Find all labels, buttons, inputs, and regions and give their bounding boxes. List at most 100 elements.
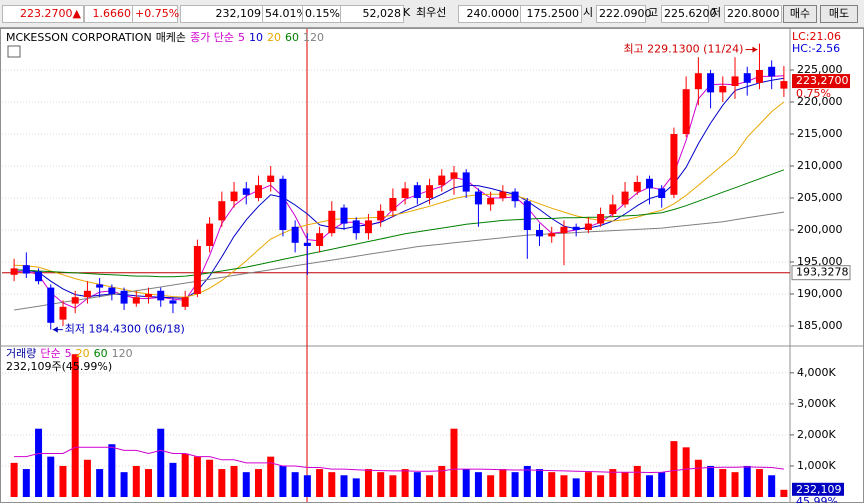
volume-bar	[340, 475, 348, 497]
volume-bar	[719, 469, 727, 497]
volume-bar	[401, 469, 409, 497]
candle-body	[743, 73, 751, 83]
min-arrowhead	[52, 326, 58, 333]
legend-entry: 60	[94, 347, 108, 360]
volume-bar	[230, 465, 238, 497]
reference-label: 193,3278	[796, 266, 849, 279]
candle-body	[523, 201, 531, 230]
chart-subtitle: 매케손	[156, 31, 186, 44]
candle-body	[499, 191, 507, 198]
toolbar: 223.2700▲ 1.6660 +0.75% 232,109 54.01% 0…	[0, 0, 864, 28]
ma-line	[14, 446, 784, 474]
volume-bar	[169, 462, 177, 497]
volume-bar	[389, 475, 397, 497]
volume-bar	[743, 465, 751, 497]
chart-title: 거래량	[6, 347, 36, 360]
volume-bar	[450, 428, 458, 497]
candle-body	[426, 185, 434, 198]
candle-body	[83, 290, 91, 298]
y-tick-label: 3,000K	[797, 397, 836, 410]
volume-bar	[621, 472, 629, 497]
candle-body	[597, 213, 605, 224]
candle-body	[352, 220, 360, 234]
candle-body	[755, 69, 763, 83]
candle-body	[438, 175, 446, 186]
y-tick-label: 195,000	[797, 255, 843, 268]
buy-button[interactable]: 매수	[783, 5, 817, 23]
low-label: 저	[711, 6, 722, 19]
last-volume-box	[792, 482, 844, 496]
y-tick-label: 1,000K	[797, 459, 836, 472]
candle-body	[401, 188, 409, 198]
high: 225.6200	[661, 5, 717, 23]
volume-bar	[413, 472, 421, 497]
volume-bar	[120, 472, 128, 497]
y-tick-label: 2,000K	[797, 428, 836, 441]
volume-bar	[609, 469, 617, 497]
volume-bar	[731, 472, 739, 497]
candle-body	[132, 297, 140, 304]
candle-body	[340, 207, 348, 224]
candle-body	[169, 300, 177, 304]
volume-bar	[658, 472, 666, 497]
hc-label: HC:-2.56	[792, 42, 840, 55]
volume-bar	[291, 472, 299, 497]
volume-bar	[193, 456, 201, 497]
amount-unit: K	[403, 6, 411, 19]
volume-bar	[694, 459, 702, 497]
candle-body	[267, 175, 275, 182]
last-price-label: 223,2700	[796, 74, 849, 87]
legend-entry: 5	[238, 31, 245, 44]
legend-entry: 5	[65, 347, 72, 360]
candle-body	[364, 220, 372, 234]
ma-line	[14, 101, 785, 298]
volume-bar	[96, 469, 104, 497]
candle-body	[548, 233, 556, 237]
candle-body	[71, 297, 79, 304]
candle-body	[242, 188, 250, 195]
candle-body	[474, 191, 482, 205]
candle-body	[230, 191, 238, 202]
candle-body	[157, 290, 165, 301]
ma-line	[14, 75, 784, 309]
candle-body	[487, 197, 495, 205]
volume-bar	[572, 478, 580, 497]
y-tick-label: 185,000	[797, 319, 843, 332]
reference-box	[791, 265, 851, 281]
legend-entry: 60	[285, 31, 299, 44]
y-tick-label: 225,000	[797, 63, 843, 76]
volume-bar	[47, 456, 55, 497]
volume-bar	[181, 453, 189, 497]
volume-bar	[426, 475, 434, 497]
candle-body	[145, 293, 153, 298]
candle-body	[254, 185, 262, 198]
sell-button[interactable]: 매도	[820, 5, 858, 23]
volume-bar	[584, 472, 592, 497]
volume-bar	[548, 472, 556, 497]
y-tick-label: 4,000K	[797, 366, 836, 379]
candle-body	[707, 73, 715, 93]
min-label: 최저 184.4300 (06/18)	[65, 323, 185, 336]
candle-body	[22, 265, 30, 274]
volume-bar	[499, 469, 507, 497]
high-label: 고	[648, 6, 659, 19]
candle-body	[768, 66, 776, 77]
candle-body	[413, 185, 421, 198]
volume-bar	[364, 469, 372, 497]
volume-bar	[474, 472, 482, 497]
volume-bar	[645, 475, 653, 497]
candle-body	[10, 268, 18, 275]
legend-entry: 20	[76, 347, 90, 360]
volume-bar	[145, 469, 153, 497]
candle-body	[450, 172, 458, 179]
volume-bar	[560, 475, 568, 497]
candle-body	[645, 178, 653, 189]
candle-body	[108, 287, 116, 294]
candle-body	[389, 197, 397, 211]
candle-body	[303, 242, 311, 246]
candle-body	[560, 226, 568, 234]
open: 222.0900	[596, 5, 652, 23]
y-tick-label: 200,000	[797, 223, 843, 236]
candle-body	[291, 226, 299, 243]
